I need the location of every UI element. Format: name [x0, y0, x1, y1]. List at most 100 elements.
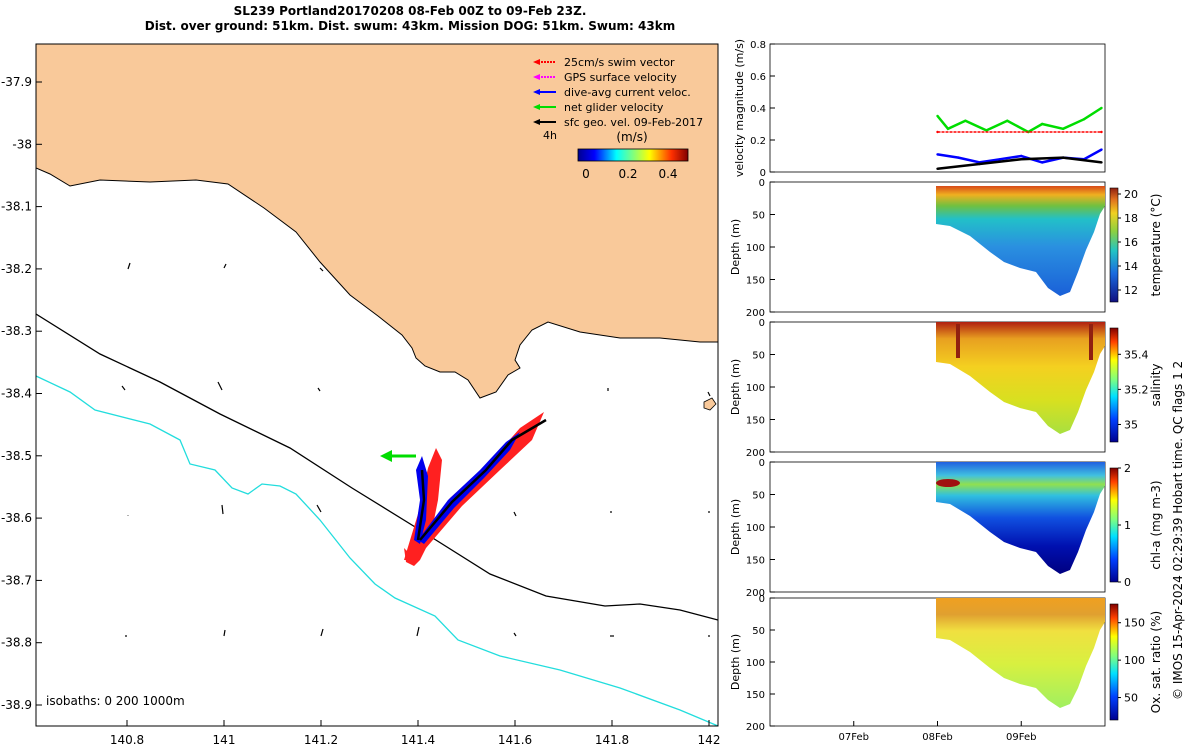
colorbar-tick-label: 16	[1124, 236, 1138, 249]
title-line-1: SL239 Portland20170208 08-Feb 00Z to 09-…	[233, 4, 587, 18]
velocity-point	[1100, 148, 1103, 151]
legend-arrowhead	[533, 74, 540, 80]
lat-tick-label: -38.3	[1, 324, 32, 338]
time-tick-label: 09Feb	[1006, 732, 1036, 743]
velocity-point	[1020, 158, 1023, 161]
colorbar-tick-label: 150	[1124, 617, 1145, 630]
colorbar-label: salinity	[1149, 363, 1163, 406]
map-lon-ticks: 140.8 141 141.2 141.4 141.6 141.8 142	[110, 720, 720, 747]
colorbar-title: (m/s)	[616, 130, 647, 144]
salinity-streak	[956, 324, 960, 358]
velocity-point	[964, 119, 967, 123]
velocity-point	[978, 162, 981, 166]
glider-track	[416, 418, 547, 541]
lat-tick-label: -38.4	[1, 387, 32, 401]
velocity-y-tick-label: 0.2	[750, 136, 766, 147]
map-lat-ticks: -37.9 -38 -38.1 -38.2 -38.3 -38.4 -38.5 -38.6 -3…	[1, 75, 42, 712]
chlorophyll-section	[936, 462, 1105, 574]
colorbar-tick-label: 14	[1124, 260, 1138, 273]
velocity-point	[1006, 119, 1009, 123]
colorbar-tick-label: 18	[1124, 212, 1138, 225]
glider-track-map: 140.8 141 141.2 141.4 141.6 141.8 142 -37.9 -38…	[1, 43, 720, 747]
lat-tick-label: -37.9	[1, 75, 32, 89]
legend-arrowhead	[533, 119, 540, 125]
chlorophyll-colorbar	[1109, 467, 1119, 583]
velocity-axes	[769, 43, 1106, 173]
lon-tick-label: 142	[698, 733, 720, 747]
velocity-point	[1041, 122, 1044, 126]
chart-title: SL239 Portland20170208 08-Feb 00Z to 09-…	[0, 4, 820, 34]
colorbar-tick-label: 35.4	[1124, 348, 1149, 361]
depth-tick-label: 50	[752, 211, 765, 222]
map-frame	[35, 43, 719, 727]
colorbar-label: chl-a (mg m-3)	[1149, 480, 1163, 569]
oxygen-colorbar	[1109, 603, 1119, 721]
velocity-series	[936, 106, 1103, 171]
lat-tick-label: -38.7	[1, 573, 32, 587]
depth-axes: 0 50 100 150 200 Depth (m) 0 50 100 150 200 Depth (…	[729, 178, 775, 733]
lat-tick-label: -38.6	[1, 511, 32, 525]
velocity-point	[1061, 127, 1065, 130]
lat-tick-label: -38.9	[1, 698, 32, 712]
colorbar-tick-label: 50	[1124, 692, 1138, 705]
velocity-point	[1020, 154, 1023, 158]
lon-tick-label: 141.4	[401, 733, 435, 747]
depth-tick-label: 200	[746, 722, 765, 733]
legend-label: 25cm/s swim vector	[564, 56, 675, 69]
legend-arrowhead	[533, 89, 540, 95]
depth-ylabel: Depth (m)	[729, 634, 742, 690]
depth-tick-label: 150	[746, 416, 765, 427]
colorbar-tick-label: 35.2	[1124, 383, 1149, 396]
lat-tick-label: -38.8	[1, 636, 32, 650]
land-area	[36, 44, 718, 399]
velocity-point	[936, 167, 939, 170]
net-glider-velocity-arrow	[380, 450, 416, 462]
lat-tick-label: -38	[12, 137, 32, 151]
lat-tick-label: -38.1	[1, 200, 32, 214]
time-tick-label: 08Feb	[922, 732, 952, 743]
lat-tick-label: -38.2	[1, 262, 32, 276]
colorbar-tick: 0.4	[658, 167, 677, 181]
depth-tick-label: 150	[746, 556, 765, 567]
colorbar-label: temperature (°C)	[1149, 194, 1163, 297]
time-label: 4h	[543, 129, 557, 142]
legend-label: dive-avg current veloc.	[564, 86, 691, 99]
isobath-1000m	[36, 375, 718, 726]
colorbar-tick-label: 12	[1124, 284, 1138, 297]
depth-ylabel: Depth (m)	[729, 499, 742, 555]
velocity-point	[936, 130, 939, 134]
velocity-y-tick-label: 0.4	[750, 104, 766, 115]
depth-tick-label: 100	[746, 658, 765, 669]
legend-label: sfc geo. vel. 09-Feb-2017	[564, 116, 703, 129]
depth-tick-label: 150	[746, 276, 765, 287]
depth-tick-label: 150	[746, 690, 765, 701]
depth-tick-label: 200	[746, 308, 765, 319]
legend-label: GPS surface velocity	[564, 71, 677, 84]
depth-tick-label: 50	[752, 491, 765, 502]
colorbar-tick-label: 2	[1124, 462, 1131, 475]
depth-tick-label: 0	[759, 178, 765, 189]
depth-tick-label: 200	[746, 588, 765, 599]
velocity-panel: 0 0.2 0.4 0.6 0.8 velocity magnitude (m/s)	[733, 39, 1106, 179]
legend-arrowhead	[533, 104, 540, 110]
legend-arrowhead	[533, 59, 540, 65]
colorbar-tick-label: 100	[1124, 654, 1145, 667]
chlorophyll-maximum	[936, 479, 960, 487]
velocity-point	[1100, 130, 1103, 134]
salinity-panel	[769, 321, 1106, 453]
velocity-series-line	[936, 106, 1103, 134]
colorbar-tick: 0	[582, 167, 590, 181]
salinity-streak	[1089, 324, 1093, 360]
time-series-panels: 0 0.2 0.4 0.6 0.8 velocity magnitude (m/s) 0…	[729, 39, 1163, 743]
velocity-point	[1082, 118, 1086, 121]
oxygen-panel	[769, 597, 1106, 727]
time-tick-label: 07Feb	[839, 732, 869, 743]
depth-ylabel: Depth (m)	[729, 219, 742, 275]
depth-tick-label: 200	[746, 448, 765, 459]
isobath-note: isobaths: 0 200 1000m	[46, 694, 185, 708]
colorbar-tick-label: 20	[1124, 188, 1138, 201]
surface-current-arrows	[121, 262, 711, 637]
map-legend: 25cm/s swim vector GPS surface velocity di…	[533, 56, 703, 181]
velocity-point	[1100, 161, 1103, 164]
